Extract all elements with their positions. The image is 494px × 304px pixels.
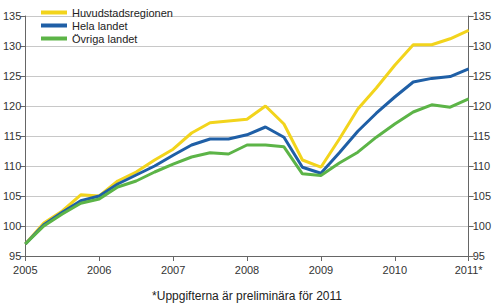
svg-text:2005: 2005 xyxy=(13,264,37,276)
svg-text:105: 105 xyxy=(3,190,21,202)
svg-text:*Uppgifterna är preliminära fö: *Uppgifterna är preliminära för 2011 xyxy=(152,289,342,303)
svg-text:Huvudstadsregionen: Huvudstadsregionen xyxy=(72,7,173,19)
svg-text:100: 100 xyxy=(473,220,491,232)
svg-text:105: 105 xyxy=(473,190,491,202)
svg-text:135: 135 xyxy=(3,10,21,22)
svg-text:120: 120 xyxy=(3,100,21,112)
svg-text:125: 125 xyxy=(473,70,491,82)
svg-text:110: 110 xyxy=(4,160,22,172)
svg-text:2010: 2010 xyxy=(383,264,407,276)
svg-text:100: 100 xyxy=(3,220,21,232)
svg-text:130: 130 xyxy=(473,40,491,52)
svg-text:135: 135 xyxy=(473,10,491,22)
svg-text:95: 95 xyxy=(9,250,21,262)
svg-text:2011*: 2011* xyxy=(455,264,484,276)
svg-text:Hela landet: Hela landet xyxy=(72,20,128,32)
svg-text:130: 130 xyxy=(3,40,21,52)
svg-text:Övriga landet: Övriga landet xyxy=(72,33,137,45)
svg-text:115: 115 xyxy=(4,130,22,142)
svg-text:2006: 2006 xyxy=(87,264,111,276)
svg-text:2008: 2008 xyxy=(235,264,259,276)
svg-text:120: 120 xyxy=(473,100,491,112)
svg-text:2009: 2009 xyxy=(309,264,333,276)
svg-text:110: 110 xyxy=(473,160,491,172)
svg-text:2007: 2007 xyxy=(161,264,185,276)
svg-text:95: 95 xyxy=(473,250,485,262)
svg-text:115: 115 xyxy=(473,130,491,142)
svg-text:125: 125 xyxy=(3,70,21,82)
